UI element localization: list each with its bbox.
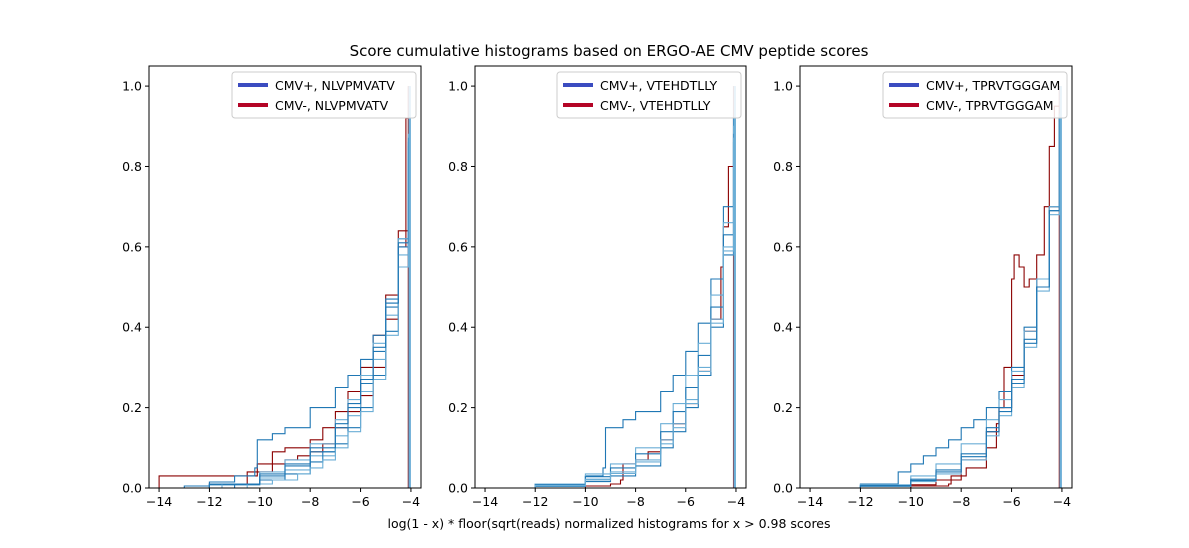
y-tick-label: 0.0 [773,481,793,496]
legend-negative-label: CMV-, NLVPMVATV [275,98,389,113]
legend: CMV+, TPRVTGGGAM CMV-, TPRVTGGGAM [882,71,1068,119]
plot-area [485,86,736,488]
panel-3: −14 −12 −10 −8 −6 −4 0.0 0.2 0.4 0.6 0.8 1.0 CMV+, T… [773,65,1073,509]
x-axis-label: log(1 - x) * floor(sqrt(reads) normalize… [387,516,830,531]
x-tick-label: −12 [847,494,873,509]
y-tick-label: 0.8 [122,159,142,174]
y-tick-label: 1.0 [773,79,793,94]
y-tick-label: 0.4 [448,320,468,335]
legend-positive-label: CMV+, NLVPMVATV [275,78,395,93]
y-tick-label: 0.2 [448,400,468,415]
x-tick-label: −14 [472,494,498,509]
x-tick-label: −10 [572,494,598,509]
cmv-positive-curve-4 [810,86,1062,488]
cmv-positive-curve-5 [810,86,1062,488]
cmv-positive-curve-5 [485,86,736,488]
x-tick-label: −14 [146,494,172,509]
x-tick-label: −8 [952,494,970,509]
legend: CMV+, VTEHDTLLY CMV-, VTEHDTLLY [556,71,742,119]
x-tick-label: −14 [797,494,823,509]
chart-title: Score cumulative histograms based on ERG… [350,42,869,60]
legend-negative-label: CMV-, TPRVTGGGAM [926,98,1054,113]
y-tick-label: 0.6 [122,239,142,254]
x-tick-label: −8 [626,494,644,509]
y-tick-label: 0.0 [122,481,142,496]
y-tick-label: 0.0 [448,481,468,496]
plot-area [810,86,1062,488]
x-tick-label: −6 [677,494,695,509]
cmv-positive-curve-2 [810,86,1062,488]
x-tick-label: −12 [522,494,548,509]
plot-area [149,86,411,488]
axes-frame [799,65,1073,489]
cmv-positive-curve-2 [485,86,736,488]
legend: CMV+, NLVPMVATV CMV-, NLVPMVATV [231,71,417,119]
cmv-positive-curve-1 [485,86,736,488]
x-tick-label: −4 [727,494,745,509]
x-tick-label: −4 [1053,494,1071,509]
cmv-positive-curve-4 [171,86,411,488]
x-tick-label: −8 [301,494,319,509]
legend-box [231,71,417,119]
y-tick-label: 0.2 [122,400,142,415]
x-tick-label: −10 [247,494,273,509]
cmv-positive-curve-3 [164,86,411,488]
x-tick-label: −6 [1002,494,1020,509]
x-tick-label: −12 [196,494,222,509]
y-tick-label: 0.6 [448,239,468,254]
cmv-negative-curve-1 [810,86,1060,488]
legend-positive-label: CMV+, TPRVTGGGAM [926,78,1060,93]
y-tick-label: 1.0 [448,79,468,94]
legend-box [882,71,1068,119]
panel-2: −14 −12 −10 −8 −6 −4 0.0 0.2 0.4 0.6 0.8 1.0 CMV+, V… [448,65,747,509]
legend-negative-label: CMV-, VTEHDTLLY [600,98,711,113]
axes-frame [474,65,747,489]
y-tick-label: 0.4 [773,320,793,335]
panel-1: −14 −12 −10 −8 −6 −4 0.0 0.2 0.4 0.6 0.8 1.0 CMV+, N… [122,65,422,509]
legend-box [556,71,742,119]
cmv-positive-curve-6 [196,86,411,488]
x-tick-label: −6 [351,494,369,509]
y-tick-label: 0.8 [448,159,468,174]
panels-group: −14 −12 −10 −8 −6 −4 0.0 0.2 0.4 0.6 0.8 1.0 CMV+, N… [122,65,1073,509]
x-tick-label: −4 [402,494,420,509]
legend-positive-label: CMV+, VTEHDTLLY [600,78,717,93]
y-tick-label: 0.8 [773,159,793,174]
cmv-positive-curve-2 [159,86,411,488]
y-tick-label: 0.2 [773,400,793,415]
axes-frame [148,65,422,489]
y-tick-label: 1.0 [122,79,142,94]
x-tick-label: −10 [898,494,924,509]
cmv-positive-curve-7 [159,86,411,488]
y-tick-label: 0.4 [122,320,142,335]
y-tick-label: 0.6 [773,239,793,254]
cmv-positive-curve-3 [485,86,736,488]
cmv-positive-curve-4 [485,86,736,488]
cmv-positive-curve-6 [485,86,736,488]
